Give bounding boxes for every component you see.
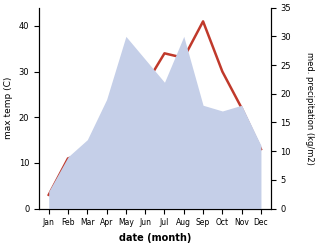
- Y-axis label: max temp (C): max temp (C): [4, 77, 13, 139]
- X-axis label: date (month): date (month): [119, 233, 191, 243]
- Y-axis label: med. precipitation (kg/m2): med. precipitation (kg/m2): [305, 52, 314, 165]
